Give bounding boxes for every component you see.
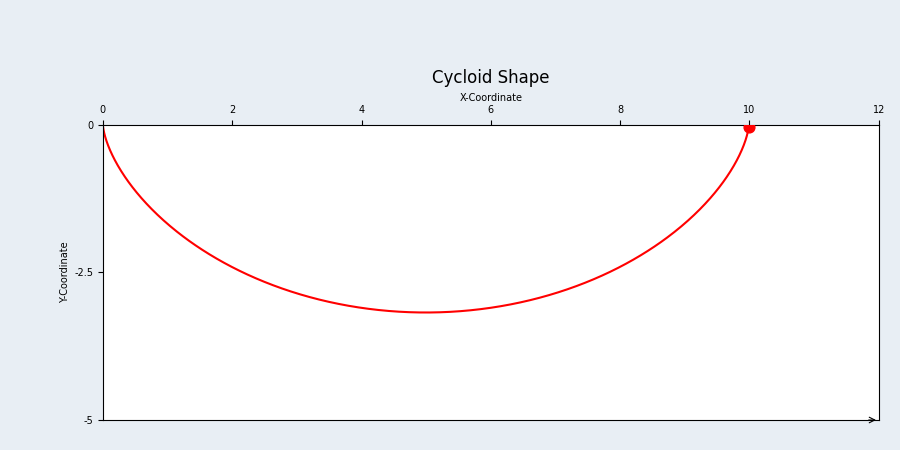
Point <box>742 123 756 130</box>
Y-axis label: Y-Coordinate: Y-Coordinate <box>60 242 70 303</box>
X-axis label: X-Coordinate: X-Coordinate <box>459 93 522 103</box>
Title: Cycloid Shape: Cycloid Shape <box>432 69 550 87</box>
